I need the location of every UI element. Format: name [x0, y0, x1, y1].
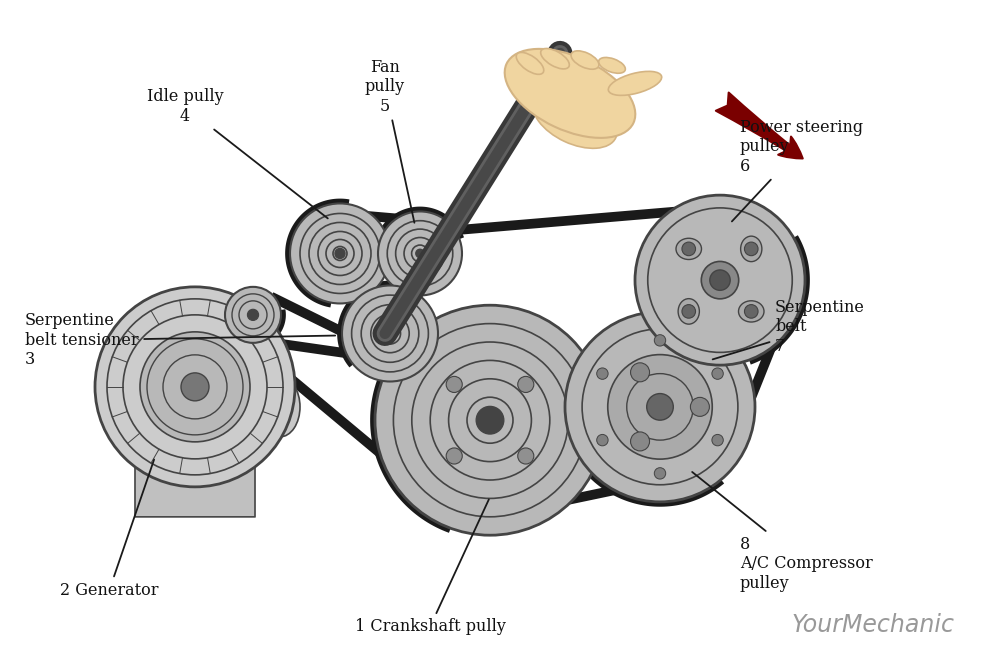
- Circle shape: [690, 398, 709, 416]
- Circle shape: [647, 394, 673, 420]
- Circle shape: [385, 329, 395, 338]
- Ellipse shape: [741, 236, 762, 261]
- Ellipse shape: [260, 377, 300, 437]
- Ellipse shape: [541, 49, 569, 69]
- Circle shape: [565, 312, 755, 502]
- Circle shape: [446, 448, 462, 464]
- Circle shape: [744, 242, 758, 255]
- Circle shape: [608, 355, 712, 459]
- Circle shape: [95, 287, 295, 487]
- Ellipse shape: [739, 301, 764, 322]
- Ellipse shape: [608, 71, 662, 95]
- Circle shape: [744, 305, 758, 318]
- Circle shape: [654, 335, 666, 346]
- Ellipse shape: [599, 57, 625, 73]
- Ellipse shape: [678, 299, 699, 324]
- Text: Serpentine
belt tensioner
3: Serpentine belt tensioner 3: [25, 312, 335, 368]
- Ellipse shape: [238, 292, 272, 322]
- Circle shape: [701, 261, 739, 299]
- Circle shape: [597, 368, 608, 380]
- Circle shape: [518, 448, 534, 464]
- Text: 2 Generator: 2 Generator: [60, 460, 158, 599]
- Circle shape: [225, 287, 281, 343]
- FancyBboxPatch shape: [135, 467, 255, 517]
- Circle shape: [712, 434, 723, 446]
- Circle shape: [712, 368, 723, 380]
- Circle shape: [518, 376, 534, 392]
- Circle shape: [416, 249, 424, 257]
- Circle shape: [631, 363, 650, 382]
- Circle shape: [140, 332, 250, 442]
- Circle shape: [710, 270, 730, 290]
- Circle shape: [654, 468, 666, 479]
- Circle shape: [682, 242, 696, 255]
- Ellipse shape: [505, 49, 635, 138]
- Circle shape: [476, 406, 504, 434]
- Circle shape: [335, 249, 345, 258]
- Circle shape: [378, 211, 462, 295]
- Ellipse shape: [676, 238, 701, 259]
- Text: Idle pully
4: Idle pully 4: [147, 89, 328, 218]
- Circle shape: [631, 432, 650, 451]
- Ellipse shape: [516, 53, 544, 74]
- Text: 8
A/C Compressor
pulley: 8 A/C Compressor pulley: [692, 472, 873, 592]
- Text: YourMechanic: YourMechanic: [792, 613, 955, 637]
- Ellipse shape: [533, 89, 617, 148]
- Text: Serpentine
belt
7: Serpentine belt 7: [713, 299, 865, 360]
- Circle shape: [290, 203, 390, 303]
- Circle shape: [181, 373, 209, 401]
- Circle shape: [682, 305, 696, 318]
- Ellipse shape: [571, 51, 599, 69]
- Circle shape: [597, 434, 608, 446]
- Circle shape: [247, 309, 259, 320]
- Circle shape: [446, 376, 462, 392]
- Circle shape: [375, 305, 605, 535]
- Text: Power steering
pulley
6: Power steering pulley 6: [732, 119, 863, 221]
- Text: 1 Crankshaft pully: 1 Crankshaft pully: [355, 500, 505, 636]
- Circle shape: [342, 285, 438, 382]
- Circle shape: [635, 195, 805, 365]
- Text: Fan
pully
5: Fan pully 5: [365, 59, 414, 223]
